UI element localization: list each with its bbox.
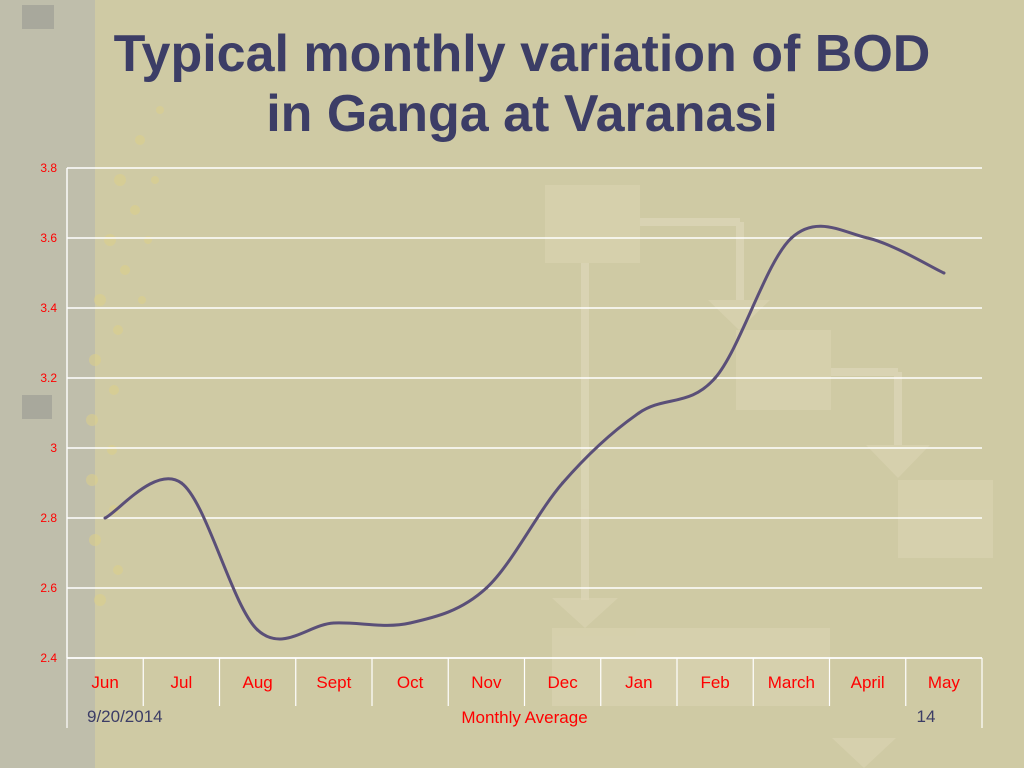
y-tick-label-4: 3.2	[40, 371, 57, 385]
data-point-jun	[103, 516, 107, 520]
data-point-march	[789, 236, 793, 240]
slide-title: Typical monthly variation of BOD in Gang…	[40, 24, 1004, 144]
x-tick-label-11: May	[928, 673, 961, 692]
data-point-jul	[179, 481, 183, 485]
data-point-sept	[332, 621, 336, 625]
x-tick-label-1: Jul	[171, 673, 193, 692]
y-tick-label-1: 2.6	[40, 581, 57, 595]
x-tick-label-9: March	[768, 673, 815, 692]
data-point-nov	[484, 586, 488, 590]
x-tick-label-3: Sept	[316, 673, 351, 692]
y-tick-label-7: 3.8	[40, 161, 57, 175]
x-tick-label-5: Nov	[471, 673, 502, 692]
series-line-0	[103, 224, 946, 641]
x-tick-label-8: Feb	[700, 673, 729, 692]
x-tick-label-7: Jan	[625, 673, 652, 692]
data-point-feb	[713, 376, 717, 380]
data-point-dec	[561, 481, 565, 485]
x-tick-label-0: Jun	[91, 673, 118, 692]
data-point-aug	[256, 628, 260, 632]
x-axis-title: Monthly Average	[461, 708, 587, 727]
data-point-jan	[637, 411, 641, 415]
slide-page-number: 14	[916, 707, 936, 726]
x-tick-label-4: Oct	[397, 673, 424, 692]
data-point-oct	[408, 621, 412, 625]
x-tick-label-10: April	[851, 673, 885, 692]
y-tick-label-3: 3	[50, 441, 57, 455]
data-point-may	[942, 271, 946, 275]
data-point-april	[866, 236, 870, 240]
y-tick-label-6: 3.6	[40, 231, 57, 245]
x-tick-label-2: Aug	[243, 673, 273, 692]
title-line-2: in Ganga at Varanasi	[266, 85, 778, 143]
slide-date: 9/20/2014	[87, 707, 163, 726]
y-tick-label-5: 3.4	[40, 301, 57, 315]
x-tick-label-6: Dec	[548, 673, 579, 692]
title-line-1: Typical monthly variation of BOD	[113, 25, 931, 83]
y-tick-label-2: 2.8	[40, 511, 57, 525]
y-tick-label-0: 2.4	[40, 651, 57, 665]
